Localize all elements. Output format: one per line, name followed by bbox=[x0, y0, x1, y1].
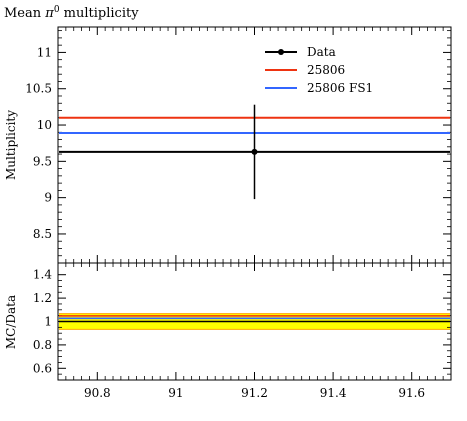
y-tick-label: 9 bbox=[44, 191, 52, 205]
ratio-y-axis-label: MC/Data bbox=[4, 295, 18, 349]
y-tick-label: 10.5 bbox=[25, 82, 52, 96]
legend-label-2: 25806 FS1 bbox=[307, 81, 373, 95]
x-tick-label: 91.2 bbox=[241, 386, 268, 400]
chart-title: Mean π0 multiplicity bbox=[4, 5, 139, 21]
data-point-layer bbox=[251, 104, 258, 200]
ratio-y-tick-label: 1.2 bbox=[33, 291, 52, 305]
chart-title-sup: 0 bbox=[54, 5, 60, 15]
ratio-series-layer bbox=[59, 315, 450, 323]
legend-marker-data bbox=[278, 49, 284, 55]
data-point-marker bbox=[251, 148, 258, 155]
legend-label-1: 25806 bbox=[307, 63, 345, 77]
chart-title-pi: π bbox=[44, 6, 54, 21]
ratio-y-tick-label: 0.8 bbox=[33, 338, 52, 352]
ratio-y-tick-label: 1.4 bbox=[33, 268, 52, 282]
y-tick-label: 11 bbox=[37, 45, 52, 59]
ticks-layer: 90.8 91 91.2 91.4 91.6 8.5 9 9.5 10 10.5 11 0.6 0.8 1… bbox=[25, 27, 451, 400]
x-tick-label: 91.4 bbox=[320, 386, 347, 400]
x-tick-label: 91 bbox=[168, 386, 183, 400]
ratio-y-tick-label: 1 bbox=[44, 315, 52, 329]
legend: Data 25806 25806 FS1 bbox=[265, 45, 373, 95]
y-tick-label: 9.5 bbox=[33, 154, 52, 168]
chart-title-main: Mean bbox=[4, 6, 45, 21]
y-axis-label: Multiplicity bbox=[4, 110, 18, 180]
x-tick-label: 91.6 bbox=[398, 386, 425, 400]
y-tick-label: 10 bbox=[37, 118, 52, 132]
y-tick-label: 8.5 bbox=[33, 227, 52, 241]
x-tick-label: 90.8 bbox=[84, 386, 111, 400]
chart-title-rest: multiplicity bbox=[60, 6, 140, 21]
ratio-y-tick-label: 0.6 bbox=[33, 361, 52, 375]
legend-label-0: Data bbox=[307, 45, 336, 59]
